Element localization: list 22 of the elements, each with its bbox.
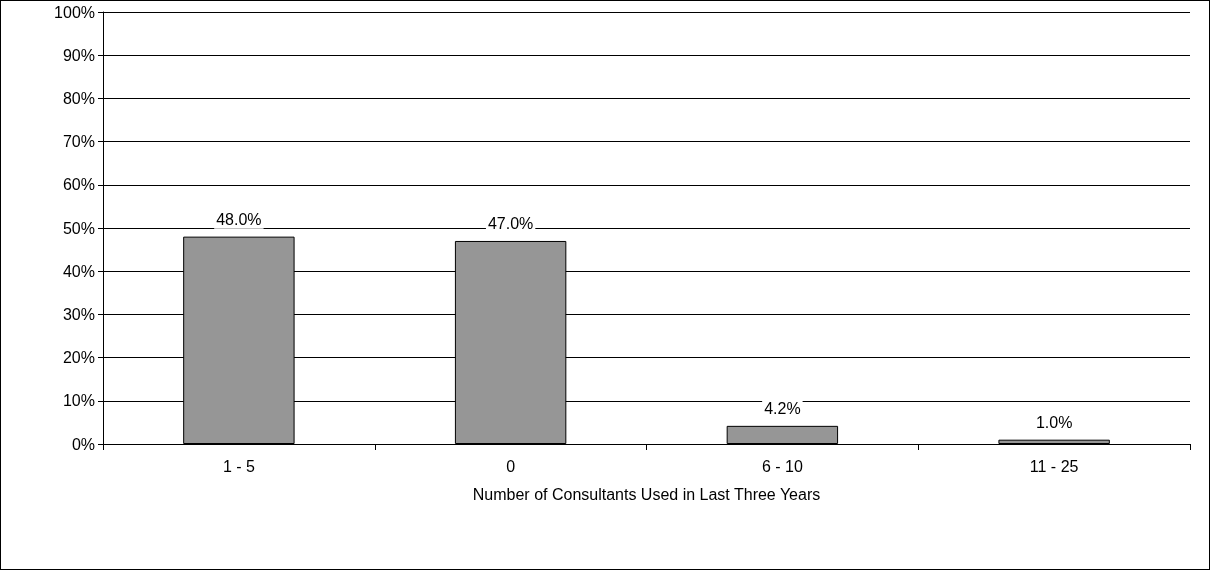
y-tick-label: 70% bbox=[62, 133, 95, 151]
y-tick-label: 0% bbox=[71, 435, 95, 453]
x-tick-label: 1 - 5 bbox=[222, 457, 255, 475]
y-tick-label: 80% bbox=[62, 89, 95, 107]
bar bbox=[726, 425, 839, 444]
y-tick-label: 90% bbox=[62, 46, 95, 64]
x-tick-label: 0 bbox=[506, 457, 516, 475]
data-label: 4.2% bbox=[764, 400, 801, 418]
y-tick-label: 10% bbox=[62, 392, 95, 410]
x-axis-title: Number of Consultants Used in Last Three Years bbox=[472, 485, 821, 503]
y-tick-label: 100% bbox=[54, 3, 95, 21]
y-tick-label: 20% bbox=[62, 349, 95, 367]
data-label: 47.0% bbox=[487, 215, 534, 233]
data-label: 48.0% bbox=[216, 211, 262, 229]
y-tick-label: 60% bbox=[62, 176, 95, 194]
x-tick-label: 6 - 10 bbox=[761, 457, 803, 475]
y-tick-label: 50% bbox=[62, 219, 95, 237]
data-label: 1.0% bbox=[1035, 414, 1073, 432]
x-tick-label: 11 - 25 bbox=[1029, 457, 1079, 475]
y-tick-label: 30% bbox=[62, 305, 95, 323]
bar bbox=[998, 439, 1110, 444]
y-tick-label: 40% bbox=[62, 262, 95, 280]
